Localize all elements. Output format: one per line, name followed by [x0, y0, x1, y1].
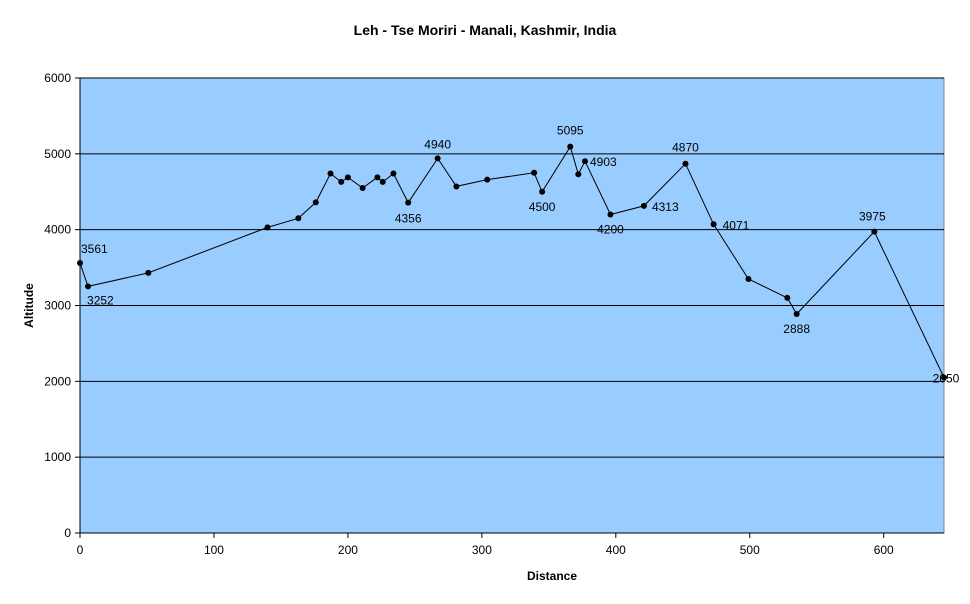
y-tick-label: 1000 [44, 450, 71, 464]
data-point [374, 174, 381, 181]
y-tick-label: 0 [64, 526, 71, 540]
data-label: 2888 [783, 322, 810, 336]
data-label: 5095 [557, 124, 584, 138]
y-tick-label: 2000 [44, 374, 71, 388]
data-point [484, 176, 491, 183]
data-point [531, 169, 538, 176]
data-point [575, 171, 582, 178]
data-label: 4500 [529, 200, 556, 214]
data-point [871, 228, 878, 235]
x-tick-label: 600 [874, 543, 894, 557]
data-label: 3975 [859, 210, 886, 224]
data-label: 3561 [81, 242, 108, 256]
x-tick-label: 500 [740, 543, 760, 557]
data-point [640, 202, 647, 209]
x-tick-label: 0 [77, 543, 84, 557]
data-point [295, 215, 302, 222]
data-point [793, 310, 800, 317]
data-point [145, 269, 152, 276]
data-point [607, 211, 614, 218]
y-tick-label: 5000 [44, 147, 71, 161]
data-point [539, 188, 546, 195]
data-point [312, 199, 319, 206]
data-label: 4903 [590, 155, 617, 169]
data-label: 4870 [672, 141, 699, 155]
y-tick-label: 6000 [44, 71, 71, 85]
y-axis-title: Altitude [22, 283, 36, 328]
data-point [327, 170, 334, 177]
data-label: 4940 [424, 137, 451, 151]
data-point [390, 170, 397, 177]
data-label: 4071 [723, 218, 750, 232]
data-point [784, 294, 791, 301]
data-point [941, 374, 947, 381]
x-tick-label: 200 [338, 543, 358, 557]
x-tick-label: 300 [472, 543, 492, 557]
data-point [434, 155, 441, 162]
chart-title: Leh - Tse Moriri - Manali, Kashmir, Indi… [353, 22, 617, 38]
data-point [582, 158, 589, 165]
data-point [77, 259, 83, 266]
data-point [379, 178, 386, 185]
data-point [405, 199, 412, 206]
y-tick-label: 4000 [44, 223, 71, 237]
data-label: 4313 [652, 200, 679, 214]
data-point [567, 143, 574, 150]
data-point [338, 178, 345, 185]
x-tick-label: 100 [204, 543, 224, 557]
data-point [264, 224, 271, 231]
data-point [745, 275, 752, 282]
data-point [344, 174, 351, 181]
data-point [682, 160, 689, 167]
data-label: 4356 [395, 212, 422, 226]
data-point [359, 184, 366, 191]
x-axis-title: Distance [527, 569, 577, 583]
data-point [453, 183, 460, 190]
data-label: 2050 [933, 372, 960, 386]
x-tick-label: 400 [606, 543, 626, 557]
y-tick-label: 3000 [44, 299, 71, 313]
data-point [710, 221, 717, 228]
data-label: 4200 [597, 223, 624, 237]
data-point [85, 283, 92, 290]
data-label: 3252 [87, 293, 114, 307]
